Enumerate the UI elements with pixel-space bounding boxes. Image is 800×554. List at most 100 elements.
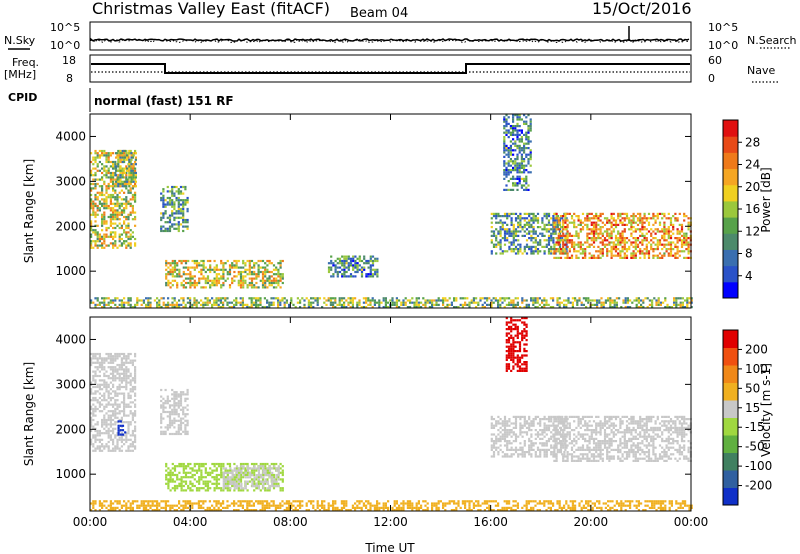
data-cell	[173, 410, 176, 414]
data-cell	[527, 303, 530, 306]
data-cell	[116, 500, 119, 503]
data-cell	[90, 352, 93, 356]
data-cell	[105, 405, 108, 408]
data-cell	[240, 471, 243, 474]
data-cell	[655, 303, 658, 306]
data-cell	[404, 303, 407, 306]
data-cell	[101, 394, 104, 397]
data-cell	[621, 217, 624, 220]
data-cell	[186, 218, 189, 222]
data-cell	[626, 297, 629, 300]
data-cell	[520, 186, 523, 189]
data-cell	[198, 478, 201, 481]
data-cell	[492, 243, 496, 246]
colorbar-segment	[723, 265, 738, 283]
data-cell	[186, 500, 189, 503]
data-cell	[125, 361, 128, 364]
data-cell	[120, 445, 123, 448]
data-cell	[96, 401, 99, 404]
data-cell	[508, 245, 511, 248]
data-cell	[506, 232, 509, 235]
data-cell	[592, 217, 596, 220]
data-cell	[492, 234, 496, 237]
data-cell	[675, 303, 678, 306]
data-cell	[184, 399, 187, 403]
data-cell	[655, 299, 658, 302]
data-cell	[94, 240, 97, 243]
data-cell	[329, 297, 332, 300]
data-cell	[171, 194, 174, 197]
data-cell	[169, 476, 172, 479]
data-cell	[272, 301, 275, 304]
data-cell	[202, 480, 205, 483]
data-cell	[606, 221, 609, 224]
data-cell	[235, 301, 238, 304]
data-cell	[109, 160, 112, 164]
data-cell	[209, 286, 212, 289]
data-cell	[580, 303, 583, 306]
data-cell	[242, 286, 245, 289]
data-cell	[656, 256, 659, 259]
data-cell	[120, 357, 123, 360]
data-cell	[167, 301, 170, 304]
data-cell	[131, 432, 134, 435]
data-cell	[114, 213, 117, 216]
data-cell	[529, 127, 532, 130]
data-cell	[509, 177, 512, 180]
data-cell	[171, 223, 174, 226]
data-cell	[109, 359, 112, 362]
data-cell	[271, 471, 274, 474]
data-cell	[103, 149, 106, 153]
data-cell	[352, 268, 355, 271]
data-cell	[90, 438, 93, 441]
data-cell	[253, 286, 256, 289]
data-cell	[147, 299, 150, 302]
data-cell	[193, 484, 196, 488]
data-cell	[94, 244, 97, 247]
data-cell	[200, 259, 203, 263]
data-cell	[488, 303, 491, 306]
data-cell	[213, 266, 216, 269]
data-cell	[625, 248, 629, 251]
data-cell	[569, 301, 572, 304]
data-cell	[525, 116, 528, 119]
data-cell	[612, 241, 615, 244]
data-cell	[118, 410, 121, 413]
data-cell	[341, 268, 344, 271]
data-cell	[650, 234, 653, 237]
data-cell	[639, 252, 642, 255]
data-cell	[650, 248, 653, 251]
data-cell	[195, 489, 199, 492]
data-cell	[112, 231, 115, 234]
data-cell	[125, 440, 128, 444]
data-cell	[534, 299, 537, 302]
data-cell	[131, 235, 134, 238]
data-cell	[178, 506, 181, 509]
data-cell	[545, 245, 548, 248]
data-cell	[136, 504, 139, 507]
data-cell	[233, 487, 236, 490]
data-cell	[623, 230, 626, 233]
data-cell	[182, 221, 185, 224]
data-cell	[211, 279, 214, 282]
data-cell	[257, 471, 261, 474]
data-cell	[119, 149, 122, 153]
data-cell	[652, 248, 655, 251]
nsearch-line	[90, 38, 690, 44]
data-cell	[652, 241, 655, 244]
data-cell	[514, 133, 517, 136]
data-cell	[512, 133, 515, 136]
data-cell	[683, 212, 686, 215]
data-cell	[527, 125, 530, 128]
data-cell	[123, 209, 126, 212]
data-cell	[275, 279, 278, 282]
data-cell	[101, 368, 104, 371]
data-cell	[336, 257, 339, 260]
data-cell	[506, 250, 509, 253]
data-cell	[206, 275, 210, 278]
data-cell	[94, 178, 97, 181]
data-cell	[127, 352, 130, 356]
data-cell	[250, 286, 254, 289]
data-cell	[547, 248, 551, 251]
data-cell	[599, 228, 602, 231]
